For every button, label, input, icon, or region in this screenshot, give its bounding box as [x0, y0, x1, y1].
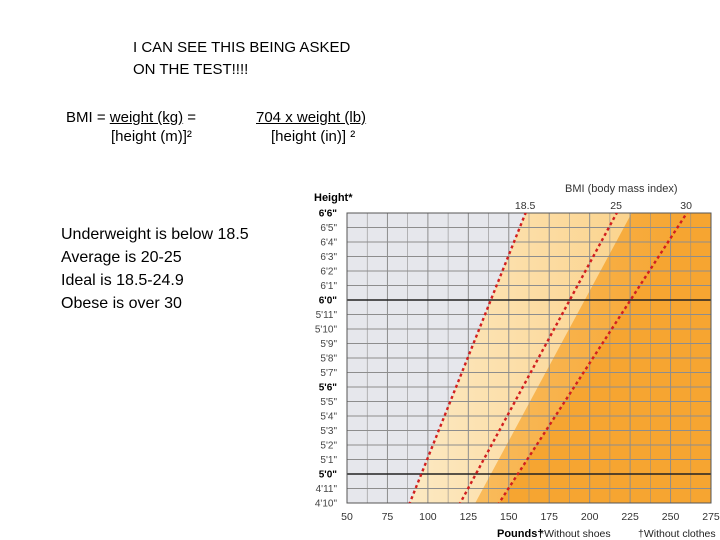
formula-metric-prefix: BMI =: [66, 109, 110, 126]
bmi-series-label-18.5: 18.5: [515, 200, 536, 212]
bmi-lines: [408, 213, 689, 503]
y-axis-title: Height*: [314, 192, 353, 204]
x-tick-label: 150: [500, 511, 518, 523]
fact-underweight: Underweight is below 18.5: [61, 226, 249, 243]
formula-metric-numerator: weight (kg): [109, 109, 184, 126]
y-tick-label: 5'5": [320, 397, 337, 408]
test-note: I CAN SEE THIS BEING ASKED ON THE TEST!!…: [133, 37, 350, 81]
formula-imperial-numerator: 704 x weight (lb): [256, 109, 367, 126]
y-tick-label: 6'4": [320, 238, 337, 249]
y-tick-label: 5'10": [315, 325, 338, 336]
fact-ideal: Ideal is 18.5-24.9: [61, 272, 184, 289]
x-tick-label: 275: [702, 511, 720, 523]
bmi-series-label-25: 25: [610, 200, 622, 212]
bmi-line-25: [458, 213, 619, 503]
footnote-without-shoes: *Without shoes: [540, 528, 611, 540]
bmi-formula-imperial: 704 x weight (lb) [height (in)] ²: [256, 108, 366, 146]
bmi-line-18.5: [408, 213, 527, 503]
y-tick-label: 5'11": [316, 310, 338, 321]
y-tick-label: 5'7": [320, 368, 337, 379]
y-tick-label: 5'8": [320, 354, 337, 365]
chart-grid: [346, 212, 712, 504]
y-tick-label: 6'6": [319, 209, 338, 220]
x-tick-label: 125: [460, 511, 478, 523]
x-tick-label: 75: [382, 511, 394, 523]
chart-labels: Height* BMI (body mass index) Pounds† *W…: [314, 183, 720, 540]
fact-obese: Obese is over 30: [61, 295, 182, 312]
y-tick-label: 5'9": [320, 339, 337, 350]
x-tick-label: 50: [341, 511, 353, 523]
x-tick-label: 100: [419, 511, 437, 523]
fact-average: Average is 20-25: [61, 249, 182, 266]
y-tick-label: 6'1": [320, 281, 337, 292]
footnote-without-clothes: †Without clothes: [638, 528, 716, 540]
y-tick-label: 4'11": [316, 484, 338, 495]
bmi-series-label-30: 30: [680, 200, 692, 212]
x-axis-title: Pounds†: [497, 528, 543, 540]
y-tick-label: 5'0": [319, 470, 338, 481]
y-tick-label: 5'2": [320, 441, 337, 452]
y-tick-label: 4'10": [315, 499, 338, 510]
test-note-line-1: I CAN SEE THIS BEING ASKED: [133, 39, 351, 56]
plot-frame: [346, 212, 712, 504]
x-tick-label: 250: [662, 511, 680, 523]
formula-imperial-denominator: [height (in)] ²: [271, 128, 356, 145]
test-note-line-2: ON THE TEST!!!!: [133, 61, 249, 78]
y-tick-label: 5'4": [320, 412, 337, 423]
bmi-line-30: [497, 213, 689, 503]
y-tick-label: 6'2": [320, 267, 337, 278]
formula-metric-denominator: [height (m)]²: [111, 128, 192, 145]
bmi-facts-list: Underweight is below 18.5 Average is 20-…: [61, 223, 249, 315]
bmi-axis-title: BMI (body mass index): [565, 183, 677, 195]
formula-metric-suffix: =: [183, 109, 197, 126]
y-tick-label: 6'5": [320, 223, 337, 234]
bmi-formula-metric: BMI = weight (kg) = [height (m)]²: [66, 108, 196, 146]
y-tick-label: 5'3": [320, 426, 337, 437]
y-tick-label: 5'1": [320, 455, 337, 466]
y-tick-label: 6'0": [319, 296, 338, 307]
y-tick-label: 5'6": [319, 383, 338, 394]
x-tick-label: 225: [621, 511, 639, 523]
y-tick-label: 6'3": [320, 252, 337, 263]
x-tick-label: 200: [581, 511, 599, 523]
x-tick-label: 175: [540, 511, 558, 523]
